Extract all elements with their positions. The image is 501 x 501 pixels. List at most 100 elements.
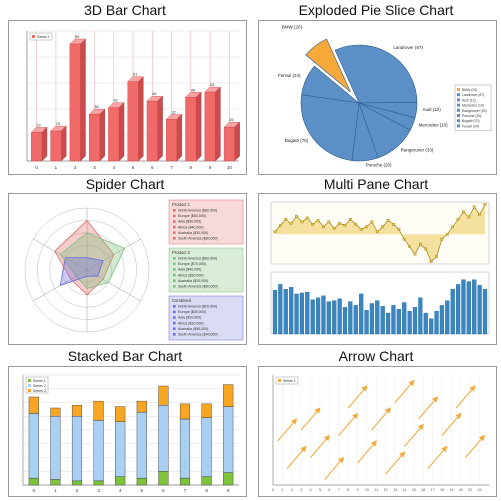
- multipane-point: [354, 222, 358, 226]
- spider-legend-panel: [168, 247, 244, 293]
- multipane-bar: [450, 289, 455, 335]
- multipane-point: [359, 227, 363, 231]
- stacked-bar-segment: [223, 472, 234, 486]
- arrow-mark: [371, 407, 392, 431]
- pie-legend-box: [454, 84, 492, 131]
- spider-legend-item: South America ($50,000): [178, 285, 218, 289]
- arrow-tick-label: 13: [393, 488, 397, 492]
- spider-legend-item: Africa ($30,000): [178, 273, 204, 277]
- pie-legend-label: Landrover (87): [462, 93, 484, 97]
- stacked-bar-segment: [71, 405, 83, 417]
- multipane-bar: [342, 307, 348, 335]
- multipane-bar: [391, 305, 396, 335]
- stacked-tick-label: 0: [33, 488, 36, 493]
- stacked-bar-segment: [223, 384, 234, 407]
- bar3d-tick-label: 2: [74, 165, 77, 170]
- spider-legend-swatch: [173, 209, 176, 212]
- stacked-bar-segment: [201, 476, 212, 486]
- arrow-tick-label: 15: [412, 488, 416, 492]
- arrow-mark: [300, 407, 321, 431]
- arrow-mark: [310, 434, 330, 458]
- bar3d-tick-label: 0: [35, 165, 38, 170]
- multipane-point: [445, 232, 449, 236]
- bar3d-tick-label: 5: [132, 165, 135, 170]
- stacked-tick-label: 2: [76, 488, 79, 493]
- multipane-bar: [348, 301, 353, 335]
- multipane-point: [300, 220, 304, 224]
- spider-legend-swatch: [173, 225, 176, 229]
- arrow-chart: 0 1 2 3 4 5 6 7 8 9 10 11 12 13 14 15 16 17 18 19 20 21 22Seri…: [272, 375, 489, 492]
- arrow-mark: [404, 423, 424, 447]
- multipane-point: [397, 227, 401, 231]
- multipane-bar: [396, 309, 401, 335]
- stacked-bar-segment: [93, 420, 104, 482]
- arrow-mark: [277, 418, 298, 442]
- multipane-bar: [326, 301, 331, 335]
- pie-slice: [305, 38, 351, 93]
- bar3d-bar-side: [138, 76, 144, 162]
- bar3d-legend-box: [29, 32, 53, 41]
- multipane-bar: [375, 300, 380, 335]
- multipane-bar: [455, 284, 461, 335]
- stacked-bar-segment: [201, 417, 212, 477]
- multipane-bar: [434, 310, 439, 335]
- pie-legend-label: BMW (20): [462, 88, 477, 92]
- multipane-point: [279, 223, 282, 227]
- arrow-title: Arrow Chart: [338, 348, 414, 364]
- spider-legend-title: Combined: [172, 298, 192, 303]
- bar3d-bar-side: [99, 108, 105, 162]
- multipane-point: [375, 230, 379, 234]
- multipane-chart: [270, 201, 490, 335]
- spider-legend-swatch: [173, 214, 176, 218]
- stacked-legend-label: Series 2: [33, 384, 46, 388]
- spider-legend-item: South America ($60,000): [178, 237, 218, 241]
- pie-legend-label: Rangerover (33): [462, 109, 487, 113]
- stacked-bar-segment: [223, 406, 234, 473]
- stacked-legend-swatch: [28, 379, 31, 382]
- bar3d-bar: [69, 43, 81, 162]
- multipane-bar: [305, 291, 310, 335]
- arrow-legend-swatch: [278, 379, 281, 382]
- bar3d-legend-swatch: [32, 35, 35, 38]
- bar3d-chart: Series 1 22 0 23 1 90 2 36 3 41 4 61 5 46 6 32 7 49 8 53 9 26…: [26, 30, 241, 170]
- pie-slice: [300, 94, 360, 161]
- multipane-point: [327, 220, 331, 224]
- bar3d-bar-side: [80, 38, 86, 162]
- pie-legend-swatch: [457, 93, 460, 97]
- arrow-tick-label: 17: [431, 488, 435, 492]
- bar3d-bar-side: [61, 125, 67, 162]
- spider-panel: Product 1 North America ($80,000) Europe (…: [8, 193, 247, 345]
- multipane-point: [467, 215, 471, 219]
- pie-slice-label: Mercedes (10): [419, 122, 449, 127]
- bar3d-bar-side: [195, 91, 202, 162]
- multipane-bar: [439, 305, 445, 335]
- multipane-point: [316, 219, 320, 222]
- multipane-bar: [294, 293, 299, 335]
- multipane-line: [274, 204, 486, 263]
- pie-legend-label: Audi (12): [462, 98, 476, 102]
- multipane-point: [370, 220, 374, 224]
- arrow-tick-label: 18: [440, 488, 444, 492]
- multipane-point: [295, 215, 298, 218]
- spider-legend-item: Australia ($30,000): [178, 231, 208, 235]
- spider-legend-swatch: [173, 305, 176, 308]
- stacked-title: Stacked Bar Chart: [67, 348, 183, 364]
- arrow-mark: [427, 445, 448, 469]
- spider-legend-item: North America ($60,000): [178, 257, 217, 261]
- multipane-point: [424, 247, 428, 251]
- multipane-title: Multi Pane Chart: [323, 176, 429, 192]
- spider-legend-swatch: [173, 316, 176, 319]
- bar3d-bar: [88, 113, 100, 162]
- arrow-tick-label: 1: [281, 488, 283, 492]
- arrow-mark: [418, 396, 438, 420]
- spider-legend-swatch: [173, 262, 176, 266]
- spider-legend-swatch: [173, 237, 176, 240]
- spider-legend-swatch: [173, 285, 176, 288]
- bar3d-bar: [204, 91, 216, 162]
- pie-legend-swatch: [457, 88, 460, 91]
- multipane-point: [478, 213, 481, 216]
- multipane-point: [440, 237, 444, 241]
- bar3d-tick-label: 10: [227, 165, 233, 170]
- arrow-tick-label: 12: [384, 488, 388, 492]
- bar3d-data-label: 26: [229, 117, 234, 122]
